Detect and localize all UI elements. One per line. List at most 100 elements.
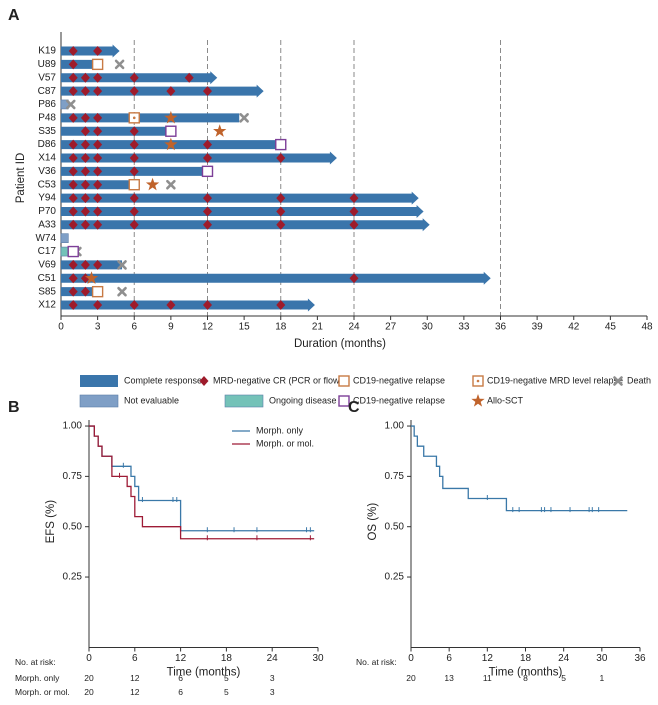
legend-label: Morph. only [256,425,304,435]
x-tick-label: 30 [596,653,608,664]
diamond [68,300,78,311]
diamond [93,72,103,83]
diamond [129,72,139,83]
y-tick-label: 0.25 [385,572,405,583]
cross [166,179,176,190]
bar [61,218,430,232]
event-marker [129,193,139,204]
event-marker [68,193,78,204]
patient-id: U89 [38,59,57,70]
x-tick-label: 24 [348,322,360,333]
diamond [68,179,78,190]
diamond [68,46,78,56]
diamond [276,300,286,311]
diamond [276,193,286,204]
diamond [68,86,78,97]
y-axis-title: OS (%) [367,503,379,541]
event-marker [68,152,78,163]
diamond [68,259,78,270]
event-marker [80,193,90,204]
event-marker [93,206,103,217]
event-marker [68,86,78,97]
event-marker [128,112,140,124]
event-marker [203,139,212,150]
legend-label: CD19-negative MRD level relapse [487,375,623,385]
diamond [129,300,139,311]
bar [61,71,218,85]
x-tick-label: 6 [446,653,452,664]
event-marker [117,260,127,270]
event-marker [276,300,286,311]
legend-label: Allo-SCT [487,395,524,405]
diamond [93,126,103,137]
legend-swatch [471,394,485,407]
event-marker [68,206,78,217]
diamond [276,206,286,217]
event-marker [68,59,78,70]
event-marker [93,179,103,190]
square [91,285,104,298]
at-risk-count: 20 [84,687,94,697]
event-marker [213,124,227,137]
event-marker [68,300,78,311]
diamond [93,219,103,230]
at-risk-name: Morph. only [15,673,60,683]
cross [613,376,623,386]
event-marker [129,139,139,150]
legend-swatch [338,395,350,407]
bar [61,204,424,218]
event-marker [114,59,125,70]
legend-swatch [79,394,119,408]
square [67,245,79,258]
diamond [276,152,286,163]
patient-id: C51 [38,273,57,284]
event-marker [67,245,79,258]
diamond [203,193,212,204]
star [164,110,178,124]
square [201,165,214,178]
diamond [184,72,194,83]
event-marker [129,300,139,311]
x-tick-label: 27 [385,322,397,333]
patient-id: P48 [38,112,56,123]
diamond [203,139,212,150]
x-tick-label: 18 [275,322,287,333]
at-risk-count: 1 [599,673,604,683]
event-marker [80,179,90,190]
event-marker [203,193,212,204]
event-marker [68,273,78,284]
bar [61,151,337,165]
at-risk-count: 5 [561,673,566,683]
event-marker [68,166,78,177]
event-marker [201,165,214,178]
event-marker [276,152,286,163]
diamond [129,139,139,150]
diamond [93,300,103,311]
patient-id: C87 [38,86,57,97]
y-tick-label: 1.00 [385,421,405,432]
diamond [80,72,90,83]
event-marker [129,206,139,217]
bar [61,191,419,205]
diamond [129,152,139,163]
star [164,137,178,151]
event-marker [93,219,103,230]
diamond [80,112,90,123]
event-marker [80,72,90,83]
diamond [80,193,90,204]
at-risk-count: 13 [444,673,454,683]
x-tick-label: 30 [422,322,434,333]
event-marker [80,152,90,163]
diamond [129,86,139,97]
cross [117,260,127,270]
bar [61,271,491,285]
diamond [80,206,90,217]
event-marker [93,112,103,123]
event-marker [184,72,194,83]
event-marker [145,177,160,191]
y-axis-title: Patient ID [15,153,27,204]
event-marker [203,219,212,230]
at-risk-count: 6 [178,687,183,697]
diamond [349,206,359,217]
diamond [68,286,78,297]
